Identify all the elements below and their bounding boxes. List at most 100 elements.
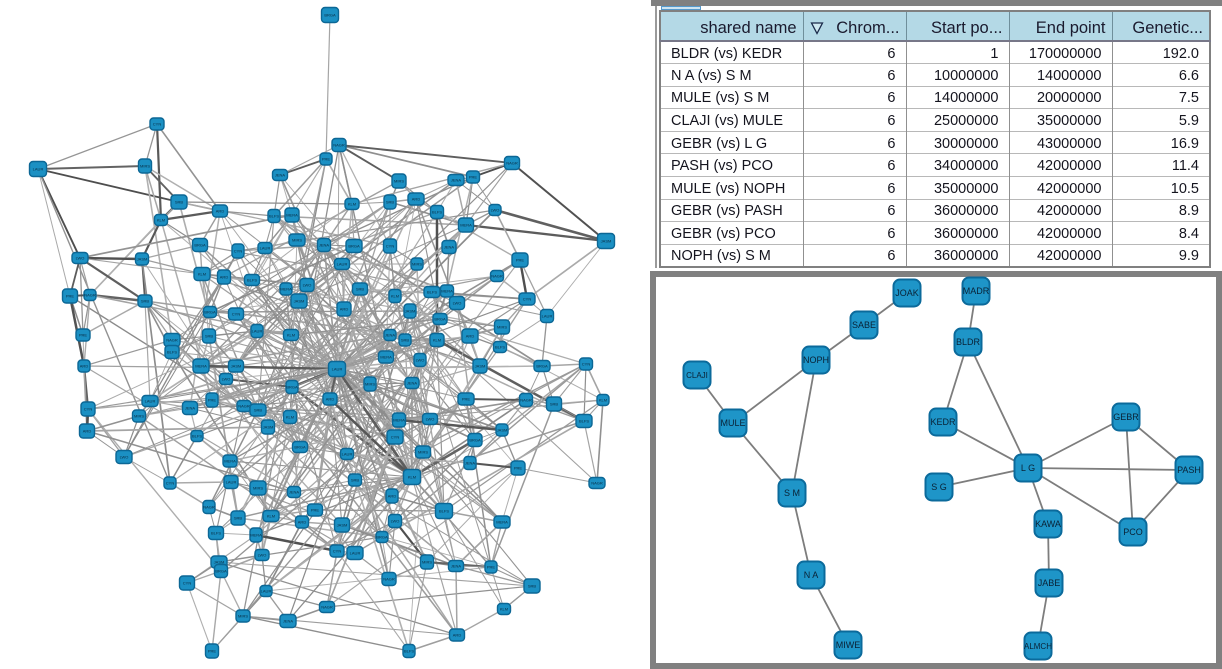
svg-text:JASM: JASM xyxy=(405,309,416,314)
svg-text:MERA: MERA xyxy=(195,364,207,369)
svg-text:MIRS: MIRS xyxy=(253,486,263,491)
svg-text:KEDR: KEDR xyxy=(930,417,956,427)
svg-text:LAUR: LAUR xyxy=(350,551,361,556)
svg-text:JASM: JASM xyxy=(137,257,148,262)
svg-text:BRGA: BRGA xyxy=(348,244,360,249)
svg-text:MIRS: MIRS xyxy=(412,262,422,267)
svg-text:ARD: ARD xyxy=(388,494,397,499)
svg-text:CYN: CYN xyxy=(386,244,395,249)
svg-text:KLM: KLM xyxy=(157,218,165,223)
svg-text:ARD: ARD xyxy=(220,275,229,280)
svg-text:LAUR: LAUR xyxy=(33,167,44,172)
svg-text:LWO: LWO xyxy=(491,208,500,213)
svg-text:KLM: KLM xyxy=(348,202,356,207)
svg-text:SRB: SRB xyxy=(356,287,365,292)
svg-text:BLDR: BLDR xyxy=(956,337,981,347)
svg-text:JASM: JASM xyxy=(214,560,225,565)
svg-text:NOPH: NOPH xyxy=(803,355,829,365)
svg-text:BRGA: BRGA xyxy=(376,535,388,540)
svg-text:JENA: JENA xyxy=(275,173,286,178)
svg-text:CYN: CYN xyxy=(333,549,342,554)
svg-text:NAGR: NAGR xyxy=(238,404,250,409)
svg-text:BLFS: BLFS xyxy=(404,649,414,654)
svg-text:SRB: SRB xyxy=(234,516,243,521)
svg-text:BRGA: BRGA xyxy=(294,445,306,450)
svg-text:MERA: MERA xyxy=(496,520,508,525)
svg-text:BRGA: BRGA xyxy=(324,13,336,18)
svg-text:MIRS: MIRS xyxy=(238,614,248,619)
svg-text:NAGR: NAGR xyxy=(84,293,96,298)
svg-text:LAUR: LAUR xyxy=(261,589,272,594)
svg-text:BRGA: BRGA xyxy=(469,438,481,443)
svg-text:BRGA: BRGA xyxy=(286,385,298,390)
svg-text:ARD: ARD xyxy=(83,429,92,434)
svg-text:PRE: PRE xyxy=(208,649,217,654)
svg-text:MADR: MADR xyxy=(963,286,990,296)
svg-text:NAGR: NAGR xyxy=(333,143,345,148)
svg-text:PCO: PCO xyxy=(1123,527,1143,537)
svg-text:JASM: JASM xyxy=(337,523,348,528)
svg-text:MERA: MERA xyxy=(441,289,453,294)
svg-text:PRE: PRE xyxy=(516,258,525,263)
svg-text:LAUR: LAUR xyxy=(145,399,156,404)
svg-text:BLFS: BLFS xyxy=(432,210,442,215)
svg-text:N A: N A xyxy=(804,570,819,580)
svg-text:BRGA: BRGA xyxy=(194,243,206,248)
svg-text:BLFS: BLFS xyxy=(167,350,177,355)
svg-text:LAUR: LAUR xyxy=(226,480,237,485)
svg-text:CYN: CYN xyxy=(84,407,93,412)
svg-text:JENA: JENA xyxy=(319,243,330,248)
svg-text:NAGR: NAGR xyxy=(591,481,603,486)
svg-text:BRGA: BRGA xyxy=(204,310,216,315)
svg-text:LWO: LWO xyxy=(426,417,435,422)
svg-text:NAGR: NAGR xyxy=(506,161,518,166)
svg-text:LWO: LWO xyxy=(222,377,231,382)
svg-text:SRB: SRB xyxy=(141,299,150,304)
svg-text:MERA: MERA xyxy=(380,355,392,360)
svg-text:ARD: ARD xyxy=(466,334,475,339)
svg-text:MERA: MERA xyxy=(224,459,236,464)
svg-text:LWO: LWO xyxy=(416,358,425,363)
svg-text:ARD: ARD xyxy=(298,520,307,525)
svg-text:SRB: SRB xyxy=(401,338,410,343)
svg-text:MERA: MERA xyxy=(250,533,262,538)
svg-text:SRB: SRB xyxy=(351,478,360,483)
svg-text:LAUR: LAUR xyxy=(342,452,353,457)
svg-text:NAGR: NAGR xyxy=(166,338,178,343)
svg-text:CYN: CYN xyxy=(153,122,162,127)
svg-text:CYN: CYN xyxy=(582,362,591,367)
svg-text:BRGA: BRGA xyxy=(215,569,227,574)
svg-text:PRE: PRE xyxy=(487,565,496,570)
svg-text:ARD: ARD xyxy=(326,397,335,402)
svg-text:BLFS: BLFS xyxy=(579,419,589,424)
svg-text:CLAJI: CLAJI xyxy=(686,371,708,380)
svg-text:PRE: PRE xyxy=(469,175,478,180)
svg-text:JASM: JASM xyxy=(231,364,242,369)
svg-text:BLFS: BLFS xyxy=(427,290,437,295)
svg-text:BLFS: BLFS xyxy=(439,509,449,514)
svg-text:MIRS: MIRS xyxy=(365,382,375,387)
svg-text:BLFS: BLFS xyxy=(269,214,279,219)
svg-text:NAGR: NAGR xyxy=(321,605,333,610)
svg-text:JABE: JABE xyxy=(1038,578,1061,588)
svg-text:ALMCH: ALMCH xyxy=(1024,642,1052,651)
svg-text:PRE: PRE xyxy=(462,397,471,402)
svg-text:JOAK: JOAK xyxy=(895,288,919,298)
svg-text:LWO: LWO xyxy=(303,283,312,288)
svg-text:NAGR: NAGR xyxy=(383,577,395,582)
svg-text:PRE: PRE xyxy=(208,398,217,403)
svg-text:CYN: CYN xyxy=(234,249,243,254)
svg-text:KAWA: KAWA xyxy=(1035,519,1061,529)
svg-text:SRB: SRB xyxy=(550,402,559,407)
svg-text:BLFS: BLFS xyxy=(211,531,221,536)
svg-text:JENA: JENA xyxy=(289,490,300,495)
svg-text:KLM: KLM xyxy=(433,338,441,343)
svg-text:LAUR: LAUR xyxy=(542,314,553,319)
svg-text:JENA: JENA xyxy=(451,564,462,569)
svg-text:KLM: KLM xyxy=(267,514,275,519)
svg-text:LAUR: LAUR xyxy=(252,329,263,334)
svg-text:S G: S G xyxy=(931,482,947,492)
svg-text:JENA: JENA xyxy=(465,461,476,466)
svg-text:CYN: CYN xyxy=(523,297,532,302)
svg-text:JENA: JENA xyxy=(407,381,418,386)
